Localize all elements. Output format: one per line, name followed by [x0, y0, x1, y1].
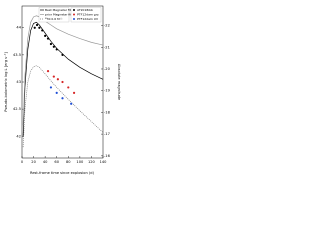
x-tick-label: 80	[66, 160, 71, 164]
legend-label: Best Magnetar fit	[45, 8, 72, 12]
y2-tick-label: -22	[104, 24, 110, 28]
legend-label: PTF12dam grz	[77, 13, 99, 17]
y-tick-label: 42.5	[13, 107, 21, 111]
x-axis-label: Rest-frame time since explosion (d)	[30, 171, 95, 175]
y-tick-label: 43	[16, 80, 21, 84]
y2-tick-label: -18	[104, 110, 111, 114]
data-point	[49, 42, 53, 46]
data-point	[61, 80, 64, 84]
line-series	[22, 21, 104, 137]
data-point	[72, 91, 76, 94]
y2-tick-label: -19	[104, 89, 111, 93]
line-series	[22, 15, 104, 126]
y2-tick-label: -17	[104, 132, 110, 136]
legend-marker	[73, 9, 75, 11]
data-point	[46, 70, 50, 73]
line-series	[22, 65, 104, 148]
data-point	[35, 23, 39, 27]
x-tick-label: 40	[43, 160, 48, 164]
x-tick-label: 0	[21, 160, 24, 164]
data-point	[56, 78, 59, 81]
x-tick-label: 140	[100, 160, 108, 164]
data-point	[67, 86, 70, 89]
y2-axis-label: Absolute magnitude	[117, 64, 121, 101]
legend-marker	[73, 18, 75, 20]
data-point	[52, 45, 55, 48]
x-tick-label: 60	[54, 160, 59, 164]
x-tick-label: 20	[31, 160, 36, 164]
y2-tick-label: -21	[104, 45, 110, 49]
data-point	[52, 75, 55, 78]
data-point	[55, 48, 58, 51]
y-tick-label: 43.5	[13, 53, 21, 57]
data-point	[41, 29, 44, 32]
data-point	[70, 102, 73, 105]
legend-marker	[73, 13, 75, 16]
data-point	[46, 37, 50, 40]
y2-tick-label: -20	[104, 67, 111, 71]
y-axis-label: Pseudo-bolometric log L [erg s⁻¹]	[4, 52, 8, 112]
data-point	[49, 86, 53, 89]
legend-label: prior Magnetar fit	[45, 13, 72, 17]
data-point	[44, 34, 47, 37]
data-point	[61, 97, 64, 100]
data-point	[33, 26, 36, 29]
data-point	[55, 91, 58, 94]
chart: Rest-frame time since explosion (d) Pseu…	[4, 5, 121, 175]
legend-label: ⁵⁶Ni 0.6 M☉	[45, 17, 63, 21]
legend-box	[70, 7, 102, 23]
legend-label: AT2018ibb	[77, 8, 93, 12]
data-point	[61, 53, 64, 56]
y-tick-label: 42	[16, 134, 21, 138]
y-tick-label: 44	[16, 26, 21, 30]
data-point	[38, 26, 41, 29]
x-tick-label: 120	[88, 160, 96, 164]
legend-box	[38, 7, 70, 23]
x-tick-label: 100	[76, 160, 84, 164]
legend-label: PTF12dam UV	[77, 17, 99, 21]
page: {"chart_data":{"type":"line", "x_label":…	[4, 5, 121, 175]
y2-tick-label: -16	[104, 154, 111, 158]
